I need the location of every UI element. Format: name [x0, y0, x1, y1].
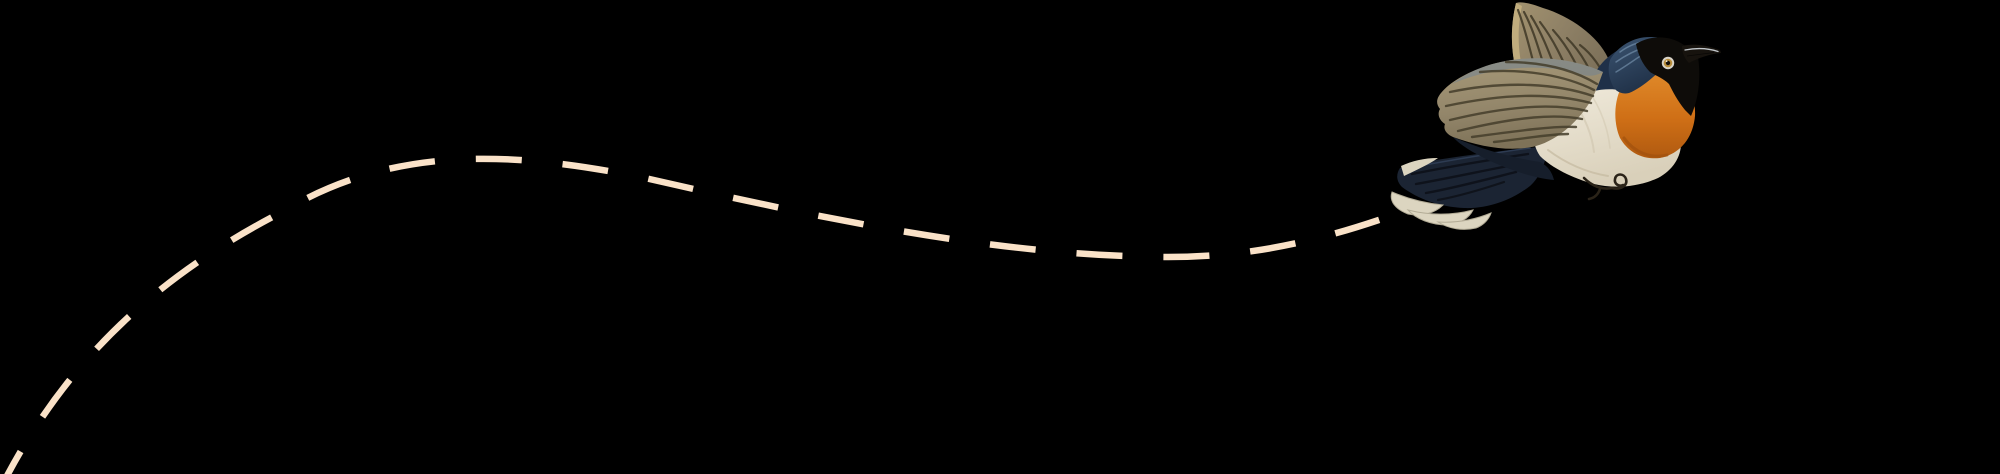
near-wing-sheen — [1452, 58, 1603, 84]
swallow-bird-illustration — [1390, 2, 1721, 230]
bird-vent-shadow — [1453, 137, 1554, 180]
bird-near-wing — [1437, 58, 1603, 149]
bird-head — [1608, 37, 1721, 116]
near-wing-striations — [1444, 60, 1599, 144]
tail-upper-white-feather — [1401, 158, 1438, 176]
dashed-flight-path-line — [4, 155, 1404, 474]
tail-striations — [1410, 147, 1531, 202]
eye-glint — [1665, 60, 1668, 63]
beak-highlight-line — [1684, 47, 1719, 53]
bird-feet — [1582, 173, 1628, 201]
bird-eye — [1661, 56, 1675, 70]
tail-lower-white-tips — [1390, 191, 1492, 230]
bird-beak — [1682, 44, 1721, 63]
beak-gape-line — [1686, 52, 1715, 57]
head-black-mask — [1636, 37, 1700, 116]
breast-shade — [1622, 136, 1669, 158]
